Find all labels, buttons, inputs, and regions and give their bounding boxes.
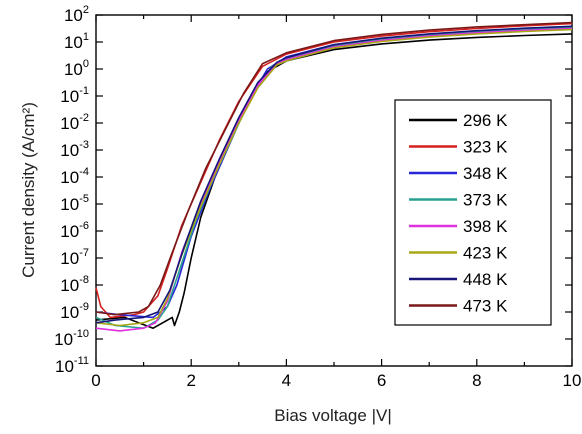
- y-tick-label: 10-4: [60, 166, 89, 187]
- legend-label: 398 K: [463, 217, 508, 236]
- axes: 0 2 4 6 8 10 10-11 10-10 10-9 10-8 10-7 10-6 10-5 10-…: [54, 4, 581, 390]
- series-line-473-k: [95, 21, 573, 316]
- series-layer: [95, 21, 573, 332]
- legend-label: 348 K: [463, 164, 508, 183]
- y-tick-label: 10-7: [60, 247, 89, 268]
- y-tick-label: 10-5: [60, 193, 89, 214]
- legend-box: [394, 99, 552, 326]
- x-tick-label: 8: [472, 371, 481, 390]
- x-tick-label: 10: [563, 371, 582, 390]
- legend-label: 448 K: [463, 270, 508, 289]
- y-tick-label: 10-3: [60, 139, 89, 160]
- y-tick-label: 101: [64, 31, 89, 52]
- y-tick-label: 10-9: [60, 301, 89, 322]
- y-tick-label: 10-2: [60, 112, 89, 133]
- y-tick-label: 10-10: [54, 328, 89, 349]
- legend: 296 K 323 K 348 K 373 K 398 K 423 K 448 K 473 K: [394, 99, 552, 326]
- x-tick-label: 4: [282, 371, 291, 390]
- x-tick-label: 6: [377, 371, 386, 390]
- y-tick-label: 10-11: [55, 355, 89, 376]
- y-axis-title: Current density (A/cm²): [19, 102, 38, 278]
- series-line-423-k: [95, 28, 573, 327]
- legend-label: 323 K: [463, 138, 508, 157]
- y-tick-label: 10-8: [60, 274, 89, 295]
- y-tick-label: 10-6: [60, 220, 89, 241]
- series-line-448-k: [95, 25, 573, 324]
- y-tick-label: 102: [64, 4, 89, 25]
- x-tick-label: 2: [186, 371, 195, 390]
- legend-label: 296 K: [463, 111, 508, 130]
- series-line-398-k: [95, 27, 573, 332]
- x-tick-label: 0: [91, 371, 100, 390]
- y-tick-label: 10-1: [60, 85, 89, 106]
- legend-label: 473 K: [463, 297, 508, 316]
- legend-label: 373 K: [463, 191, 508, 210]
- y-tick-label: 100: [64, 58, 89, 79]
- legend-label: 423 K: [463, 244, 508, 263]
- x-axis-title: Bias voltage |V|: [274, 406, 392, 425]
